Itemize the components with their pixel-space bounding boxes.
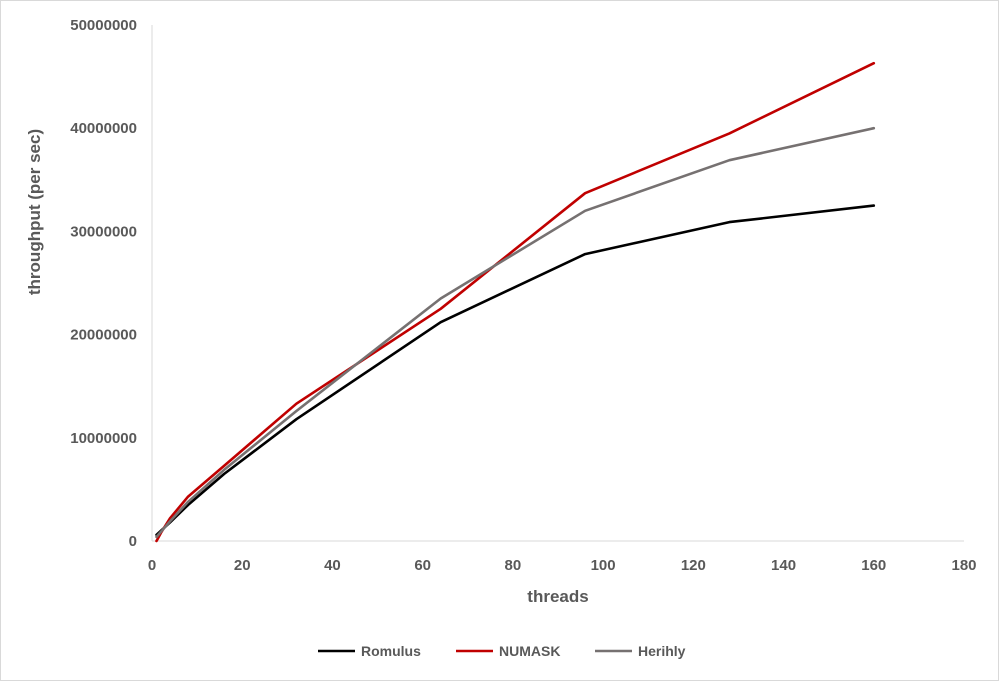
- x-tick-label: 20: [234, 557, 251, 574]
- x-tick-label: 160: [861, 557, 886, 574]
- x-tick-label: 80: [505, 557, 522, 574]
- x-tick-label: 140: [771, 557, 796, 574]
- y-tick-label: 20000000: [70, 327, 137, 344]
- y-tick-label: 0: [129, 533, 137, 550]
- y-tick-label: 40000000: [70, 120, 137, 137]
- legend-label-romulus: Romulus: [361, 643, 421, 659]
- x-axis-ticks: 0 20 40 60 80 100 120 140 160 180: [148, 557, 977, 574]
- x-tick-label: 180: [951, 557, 976, 574]
- y-axis-ticks: 0 10000000 20000000 30000000 40000000 5000000…: [70, 17, 137, 550]
- x-tick-label: 0: [148, 557, 156, 574]
- x-axis-title: threads: [527, 587, 588, 606]
- series-line-romulus: [155, 204, 876, 537]
- y-tick-label: 10000000: [70, 430, 137, 447]
- x-tick-label: 100: [591, 557, 616, 574]
- legend-label-herihly: Herihly: [638, 643, 686, 659]
- y-tick-label: 50000000: [70, 17, 137, 34]
- series-line-numask: [155, 61, 876, 543]
- legend: Romulus NUMASK Herihly: [318, 643, 686, 659]
- y-axis-title: throughput (per sec): [25, 129, 44, 295]
- y-tick-label: 30000000: [70, 223, 137, 240]
- series-line-herihly: [155, 126, 876, 539]
- legend-label-numask: NUMASK: [499, 643, 560, 659]
- x-tick-label: 60: [414, 557, 431, 574]
- x-tick-label: 40: [324, 557, 341, 574]
- series-lines: [155, 61, 876, 543]
- x-tick-label: 120: [681, 557, 706, 574]
